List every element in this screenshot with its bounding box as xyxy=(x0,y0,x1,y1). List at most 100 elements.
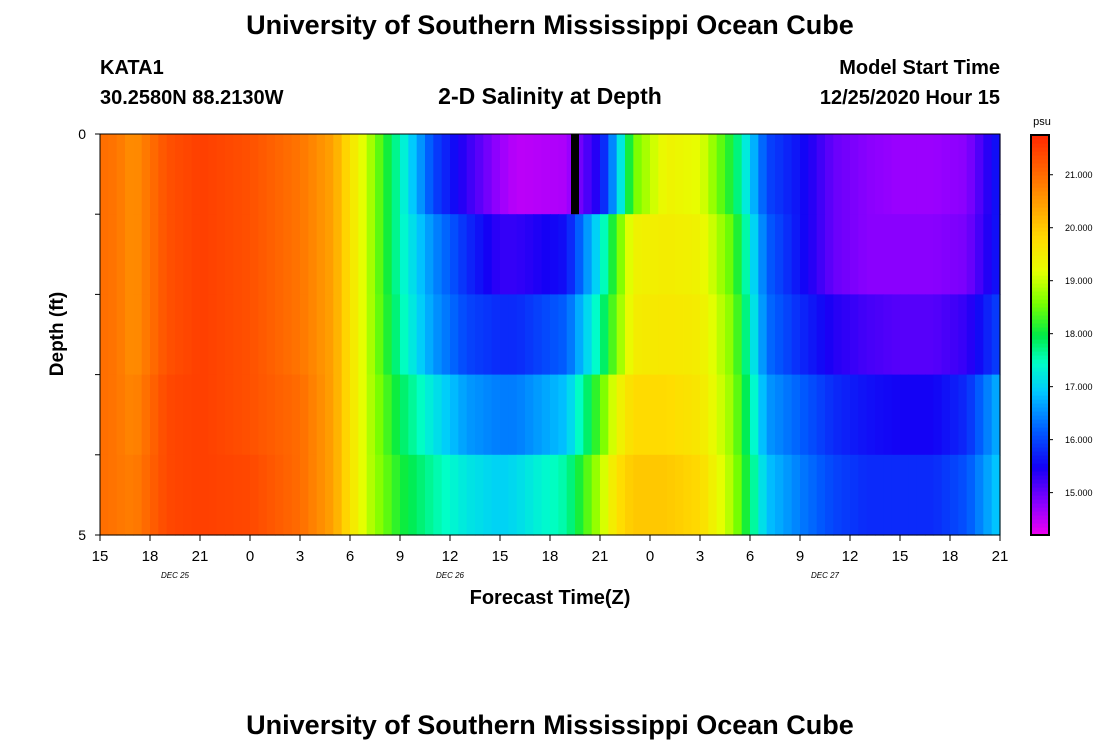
heatmap-cell xyxy=(758,374,768,456)
heatmap-cell xyxy=(566,214,576,295)
heatmap-cell xyxy=(266,454,276,536)
heatmap-cell xyxy=(291,374,301,456)
colorbar-segment xyxy=(1031,335,1049,340)
heatmap-cell xyxy=(758,214,768,295)
heatmap-cell xyxy=(791,214,801,295)
heatmap-cell xyxy=(216,134,226,215)
heatmap-cell xyxy=(391,294,401,376)
colorbar-tick-label: 19.000 xyxy=(1065,276,1093,286)
heatmap-cell xyxy=(441,454,451,536)
heatmap-cell xyxy=(325,454,334,536)
colorbar-segment xyxy=(1031,447,1049,452)
heatmap-cell xyxy=(600,294,609,376)
heatmap-cell xyxy=(991,294,1001,376)
colorbar-segment xyxy=(1031,475,1049,480)
colorbar-segment xyxy=(1031,459,1049,464)
heatmap-cell xyxy=(266,134,276,215)
station-id: KATA1 xyxy=(100,57,164,79)
heatmap-cell xyxy=(933,134,943,215)
heatmap-cell xyxy=(575,214,584,295)
heatmap-cell xyxy=(366,454,376,536)
heatmap-cell xyxy=(675,454,684,536)
heatmap-cell xyxy=(650,214,659,295)
heatmap-cell xyxy=(966,454,976,536)
heatmap-cell xyxy=(550,454,559,536)
heatmap-cell xyxy=(700,374,709,456)
heatmap-cell xyxy=(225,454,234,536)
colorbar-segment xyxy=(1031,395,1049,400)
heatmap-cell xyxy=(975,134,984,215)
y-axis: 05 xyxy=(78,126,100,543)
heatmap-cell xyxy=(633,454,643,536)
heatmap-cell xyxy=(316,454,326,536)
heatmap-cell xyxy=(166,214,176,295)
colorbar-segment xyxy=(1031,495,1049,500)
heatmap-cell xyxy=(841,454,851,536)
heatmap-cell xyxy=(416,294,426,376)
heatmap-cell xyxy=(850,214,859,295)
heatmap-cell xyxy=(858,214,868,295)
colorbar-segment xyxy=(1031,303,1049,308)
heatmap-cell xyxy=(733,214,743,295)
colorbar-segment xyxy=(1031,171,1049,176)
heatmap-cell xyxy=(458,374,468,456)
heatmap-cell xyxy=(908,294,918,376)
heatmap-cell xyxy=(466,294,476,376)
heatmap-cell xyxy=(116,214,126,295)
heatmap-cell xyxy=(775,454,784,536)
heatmap-cell xyxy=(166,134,176,215)
heatmap-cell xyxy=(983,374,993,456)
heatmap-cell xyxy=(408,454,418,536)
heatmap-cell xyxy=(491,374,501,456)
colorbar-segment xyxy=(1031,183,1049,188)
heatmap-cell xyxy=(441,294,451,376)
colorbar-segment xyxy=(1031,143,1049,148)
heatmap-cell xyxy=(550,294,559,376)
heatmap-cell xyxy=(900,294,909,376)
colorbar-segment xyxy=(1031,139,1049,144)
colorbar-segment xyxy=(1031,279,1049,284)
heatmap-cell xyxy=(858,134,868,215)
heatmap-cell xyxy=(650,374,659,456)
heatmap-cell xyxy=(833,294,843,376)
heatmap-cell xyxy=(100,294,109,376)
colorbar-segment xyxy=(1031,215,1049,220)
heatmap-cell xyxy=(308,214,318,295)
heatmap-cell xyxy=(691,454,701,536)
heatmap-cell xyxy=(400,454,409,536)
y-axis-label: Depth (ft) xyxy=(47,292,68,376)
heatmap-cell xyxy=(450,214,459,295)
heatmap-cell xyxy=(141,454,151,536)
heatmap-cell xyxy=(150,294,159,376)
heatmap-cell xyxy=(241,454,251,536)
heatmap-cell xyxy=(783,374,793,456)
heatmap-cell xyxy=(350,374,359,456)
heatmap-cell xyxy=(658,214,668,295)
heatmap-cell xyxy=(775,214,784,295)
heatmap-cell xyxy=(283,294,293,376)
heatmap-cell xyxy=(725,294,734,376)
heatmap-cell xyxy=(133,454,143,536)
heatmap-cell xyxy=(508,214,518,295)
x-tick-label: 21 xyxy=(192,548,209,565)
heatmap-cell xyxy=(100,454,109,536)
colorbar-segment xyxy=(1031,255,1049,260)
heatmap-cell xyxy=(983,214,993,295)
heatmap-cell xyxy=(166,454,176,536)
x-tick-label: 18 xyxy=(542,548,559,565)
heatmap-cell xyxy=(158,454,168,536)
x-tick-label: 15 xyxy=(92,548,109,565)
heatmap-cell xyxy=(950,134,959,215)
heatmap-cell xyxy=(533,134,543,215)
heatmap-cell xyxy=(991,374,1001,456)
colorbar-segment xyxy=(1031,223,1049,228)
x-tick-label: 9 xyxy=(796,548,804,565)
heatmap-cell xyxy=(133,214,143,295)
heatmap-cell xyxy=(700,214,709,295)
heatmap-cell xyxy=(625,214,634,295)
heatmap-cell xyxy=(583,374,593,456)
heatmap-cell xyxy=(841,374,851,456)
heatmap-cell xyxy=(233,134,243,215)
heatmap-cell xyxy=(766,214,776,295)
heatmap-cell xyxy=(883,214,893,295)
